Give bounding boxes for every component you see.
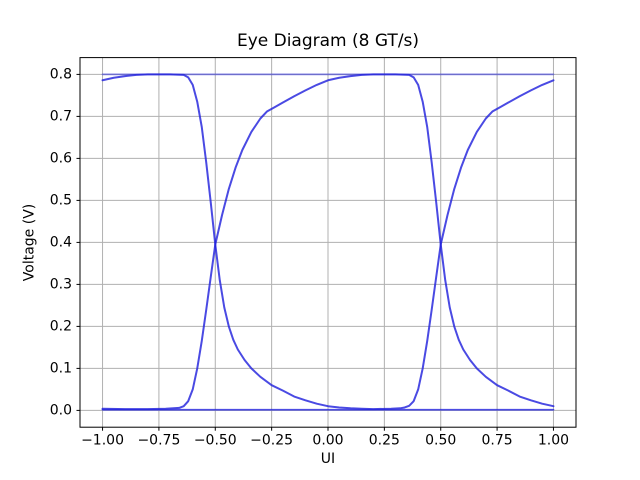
y-tick-label: 0.7: [50, 108, 72, 124]
x-tick-label: 1.00: [538, 432, 569, 448]
trace-high-low-high: [101, 73, 555, 411]
y-tick-label: 0.5: [50, 192, 72, 208]
y-tick-label: 0.0: [50, 402, 72, 418]
trace-low-high-low: [101, 73, 555, 411]
chart-title: Eye Diagram (8 GT/s): [236, 31, 420, 51]
y-tick-label: 0.4: [50, 234, 72, 250]
y-axis-label: Voltage (V): [21, 203, 38, 282]
x-tick-label: −0.25: [250, 432, 293, 448]
y-tick-label: 0.1: [50, 360, 72, 376]
x-axis-label: UI: [320, 451, 336, 467]
y-tick-label: 0.3: [50, 276, 72, 292]
x-tick-label: 0.25: [369, 432, 400, 448]
x-tick-label: 0.75: [482, 432, 513, 448]
x-tick-label: 0.00: [312, 432, 343, 448]
x-tick-label: −0.75: [137, 432, 180, 448]
x-tick-label: −0.50: [194, 432, 237, 448]
y-tick-label: 0.8: [50, 66, 72, 82]
y-tick-label: 0.2: [50, 318, 72, 334]
x-tick-label: 0.50: [425, 432, 456, 448]
x-tick-label: −1.00: [81, 432, 124, 448]
y-tick-label: 0.6: [50, 150, 72, 166]
